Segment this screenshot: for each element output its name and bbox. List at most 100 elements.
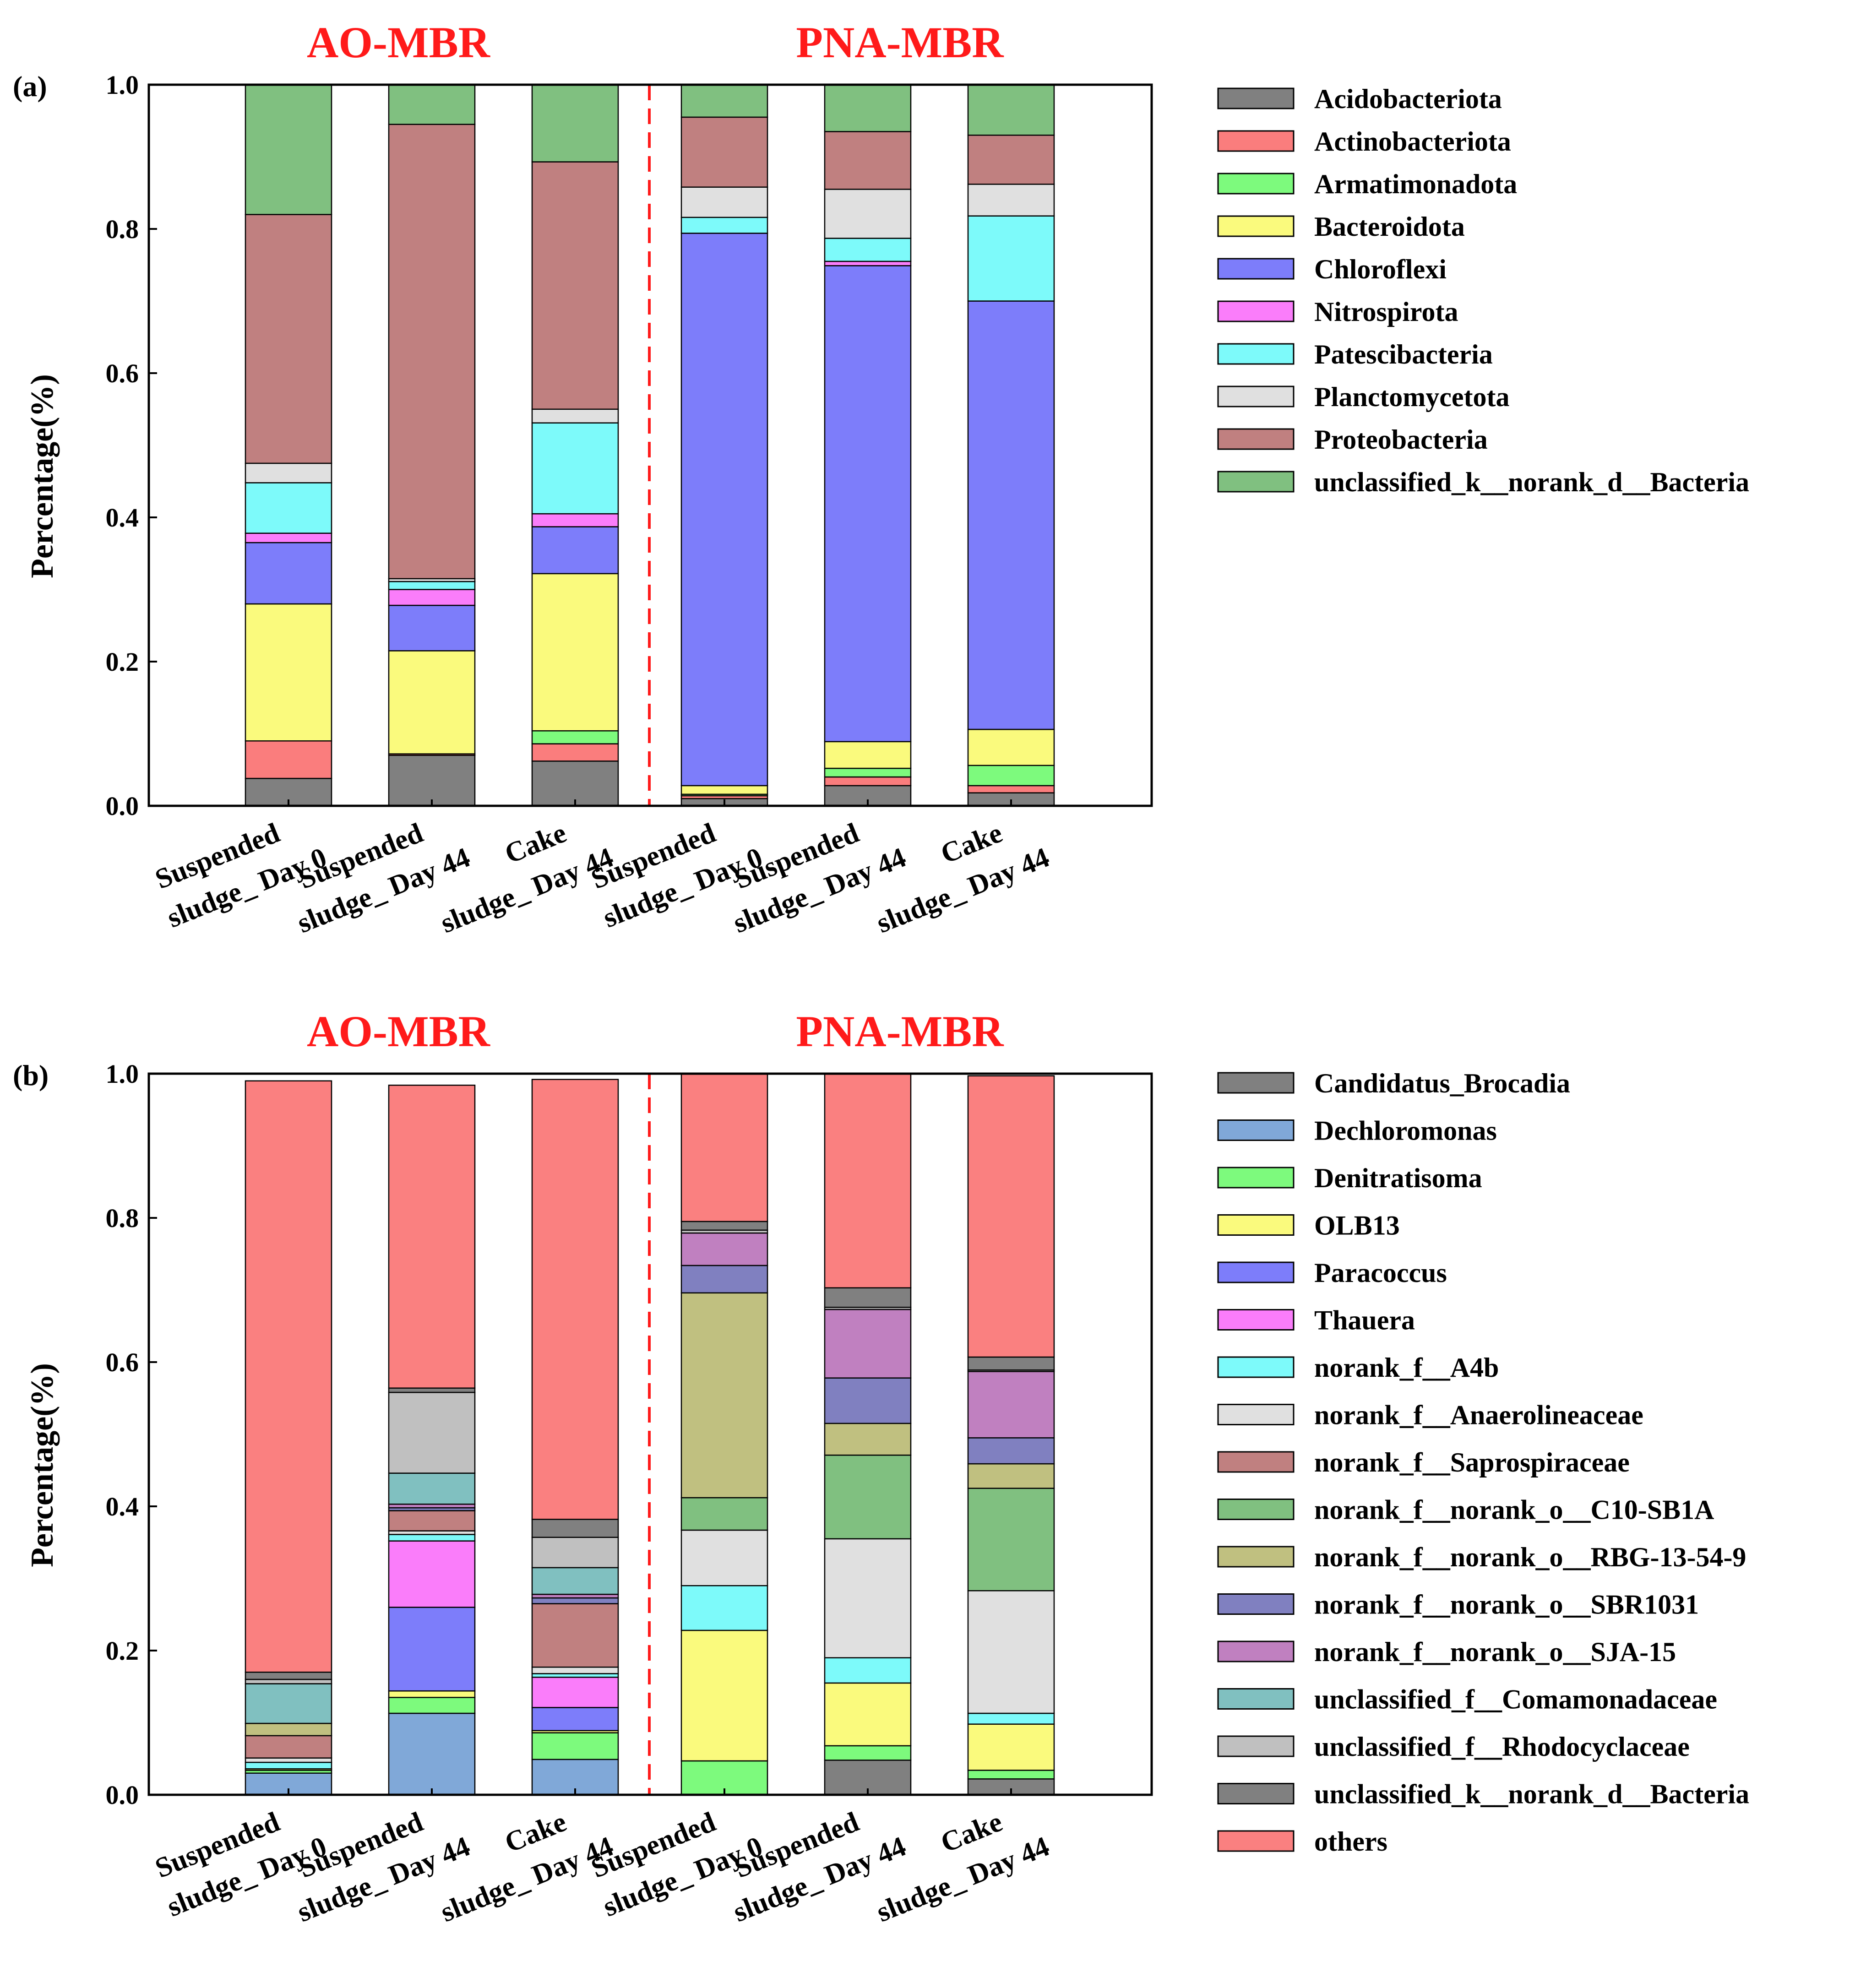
panel-b-legend-label-norank-f-anaerolineaceae: norank_f__Anaerolineaceae (1314, 1400, 1643, 1430)
panel-a-bar-6-armatimonadota (967, 765, 1055, 787)
panel-b-bar-5-norank-f-norank-o-rbg-13-54-9 (824, 1423, 912, 1456)
panel-b-bar-1-norank-f-anaerolineaceae (245, 1757, 332, 1763)
panel-a-legend-swatch-planctomycetota (1217, 386, 1295, 407)
panel-b-legend-swatch-norank-f-anaerolineaceae (1217, 1404, 1295, 1425)
panel-b-legend-label-norank-f-norank-o-sja-15: norank_f__norank_o__SJA-15 (1314, 1637, 1676, 1667)
panel-a-bar-2-nitrospirota (388, 589, 476, 606)
panel-a-bar-4-proteobacteria (680, 116, 768, 188)
panel-a-bar-5-unclassified-k-norank-d-bacteria (824, 84, 912, 132)
panel-b-legend-swatch-others (1217, 1830, 1295, 1852)
panel-b-bar-2-unclassified-f-comamonadaceae (388, 1472, 476, 1505)
panel-a-bar-1-patescibacteria (245, 482, 332, 534)
panel-a-bar-2-bacteroidota (388, 650, 476, 755)
panel-a-bar-3-patescibacteria (531, 422, 619, 515)
panel-a-bar-4-unclassified-k-norank-d-bacteria (680, 84, 768, 118)
panel-a-bar-2-patescibacteria (388, 581, 476, 590)
panel-a-legend-label-proteobacteria: Proteobacteria (1314, 424, 1488, 455)
panel-b-bar-6-norank-f-norank-o-rbg-13-54-9 (967, 1463, 1055, 1489)
panel-b-bar-1-others (245, 1080, 332, 1673)
panel-a-legend-label-nitrospirota: Nitrospirota (1314, 297, 1458, 327)
panel-b-genus-chart: AO-MBR PNA-MBR (b) Percentage(%) 0.00.20… (13, 1007, 1749, 1928)
panel-a-bar-4-bacteroidota (680, 785, 768, 795)
panel-b-legend-swatch-candidatus-brocadia (1217, 1072, 1295, 1094)
panel-b-legend-swatch-paracoccus (1217, 1261, 1295, 1283)
panel-b-bar-4-norank-f-anaerolineaceae (680, 1529, 768, 1586)
panel-b-bar-4-olb13 (680, 1630, 768, 1762)
panel-b-bar-1-norank-f-norank-o-rbg-13-54-9 (245, 1722, 332, 1737)
panel-b-legend-label-unclassified-f-rhodocyclaceae: unclassified_f__Rhodocyclaceae (1314, 1732, 1690, 1762)
panel-a-legend-label-armatimonadota: Armatimonadota (1314, 169, 1517, 199)
panel-b-bar-6-norank-f-norank-o-sbr1031 (967, 1437, 1055, 1465)
panel-b-y-tick-label: 0.0 (106, 1780, 139, 1810)
panel-b-legend-label-norank-f-a4b: norank_f__A4b (1314, 1352, 1499, 1383)
panel-b-bar-6-norank-f-norank-o-sja-15 (967, 1371, 1055, 1439)
panel-b-bar-2-dechloromonas (388, 1712, 476, 1796)
panel-a-y-tick-label: 0.4 (106, 503, 139, 532)
panel-a-plot-frame (147, 83, 1153, 807)
panel-b-legend-swatch-norank-f-norank-o-rbg-13-54-9 (1217, 1546, 1295, 1568)
panel-b-legend-label-denitratisoma: Denitratisoma (1314, 1163, 1482, 1193)
panel-b-y-tick-label: 0.4 (106, 1492, 139, 1521)
panel-a-bar-5-nitrospirota (824, 261, 912, 266)
panel-a-bar-6-bacteroidota (967, 728, 1055, 766)
panel-a-legend-swatch-chloroflexi (1217, 258, 1295, 280)
panel-b-bar-2-unclassified-k-norank-d-bacteria (388, 1387, 476, 1393)
panel-a-bar-3-planctomycetota (531, 408, 619, 424)
panel-b-legend-label-candidatus-brocadia: Candidatus_Brocadia (1314, 1068, 1570, 1098)
panel-b-legend-swatch-unclassified-k-norank-d-bacteria (1217, 1783, 1295, 1804)
panel-b-group-label-pna-mbr: PNA-MBR (796, 1007, 1004, 1056)
panel-b-bar-5-norank-f-anaerolineaceae (824, 1538, 912, 1658)
panel-a-bar-1-proteobacteria (245, 214, 332, 464)
panel-b-bar-1-unclassified-f-rhodocyclaceae (245, 1678, 332, 1684)
panel-b-bar-6-denitratisoma (967, 1770, 1055, 1780)
panel-b-bar-3-unclassified-f-comamonadaceae (531, 1567, 619, 1595)
panel-a-y-tick-label: 0.2 (106, 647, 139, 677)
panel-b-bar-5-norank-f-norank-o-c10-sb1a (824, 1454, 912, 1540)
panel-b-bar-3-norank-f-norank-o-sbr1031 (531, 1597, 619, 1604)
panel-b-bar-6-norank-f-norank-o-c10-sb1a (967, 1488, 1055, 1591)
panel-b-bar-3-thauera (531, 1677, 619, 1708)
panel-b-bar-4-norank-f-norank-o-sja-15 (680, 1232, 768, 1266)
panel-b-legend-label-paracoccus: Paracoccus (1314, 1258, 1447, 1288)
panel-b-bar-5-others (824, 1073, 912, 1289)
panel-a-legend-label-actinobacteriota: Actinobacteriota (1314, 126, 1511, 157)
panel-a-bar-3-nitrospirota (531, 513, 619, 527)
panel-b-bar-4-norank-f-a4b (680, 1585, 768, 1631)
panel-b-bar-6-unclassified-k-norank-d-bacteria (967, 1356, 1055, 1371)
panel-b-legend-swatch-norank-f-norank-o-c10-sb1a (1217, 1499, 1295, 1520)
panel-b-bar-2-denitratisoma (388, 1697, 476, 1714)
panel-a-bar-1-chloroflexi (245, 542, 332, 605)
panel-a-legend-swatch-bacteroidota (1217, 215, 1295, 237)
panel-b-bar-1-unclassified-f-comamonadaceae (245, 1683, 332, 1724)
panel-a-bar-2-acidobacteriota (388, 755, 476, 807)
panel-b-bar-2-olb13 (388, 1690, 476, 1698)
panel-b-bar-5-norank-f-norank-o-sja-15 (824, 1309, 912, 1379)
panel-b-legend-label-others: others (1314, 1826, 1387, 1857)
panel-a-bar-3-proteobacteria (531, 161, 619, 410)
panel-b-group-label-ao-mbr: AO-MBR (307, 1007, 491, 1056)
panel-b-bar-1-norank-f-a4b (245, 1761, 332, 1770)
panel-a-bar-6-planctomycetota (967, 184, 1055, 217)
panel-a-legend-label-acidobacteriota: Acidobacteriota (1314, 84, 1502, 114)
panel-b-label: (b) (13, 1059, 49, 1092)
panel-b-legend-label-olb13: OLB13 (1314, 1211, 1400, 1241)
panel-a-legend-label-bacteroidota: Bacteroidota (1314, 212, 1465, 242)
panel-b-legend-label-norank-f-norank-o-c10-sb1a: norank_f__norank_o__C10-SB1A (1314, 1495, 1714, 1525)
panel-b-bar-4-norank-f-norank-o-sbr1031 (680, 1265, 768, 1294)
panel-b-bar-2-norank-f-saprospiraceae (388, 1510, 476, 1532)
panel-a-bar-2-unclassified-k-norank-d-bacteria (388, 84, 476, 125)
panel-a-y-tick-label: 0.8 (106, 214, 139, 244)
panel-b-y-tick-label: 0.6 (106, 1347, 139, 1377)
panel-b-bar-2-thauera (388, 1540, 476, 1608)
panel-b-bar-3-norank-f-anaerolineaceae (531, 1666, 619, 1674)
panel-b-legend-swatch-norank-f-norank-o-sja-15 (1217, 1640, 1295, 1662)
panel-b-bar-6-norank-f-anaerolineaceae (967, 1590, 1055, 1714)
panel-a-group-label-pna-mbr: PNA-MBR (796, 18, 1004, 67)
panel-a-bar-2-chloroflexi (388, 604, 476, 652)
panel-a-bar-1-planctomycetota (245, 462, 332, 483)
panel-a-bar-3-chloroflexi (531, 526, 619, 575)
panel-a-bar-3-unclassified-k-norank-d-bacteria (531, 84, 619, 163)
panel-a-bar-6-unclassified-k-norank-d-bacteria (967, 84, 1055, 136)
panel-a-legend-swatch-actinobacteriota (1217, 130, 1295, 152)
